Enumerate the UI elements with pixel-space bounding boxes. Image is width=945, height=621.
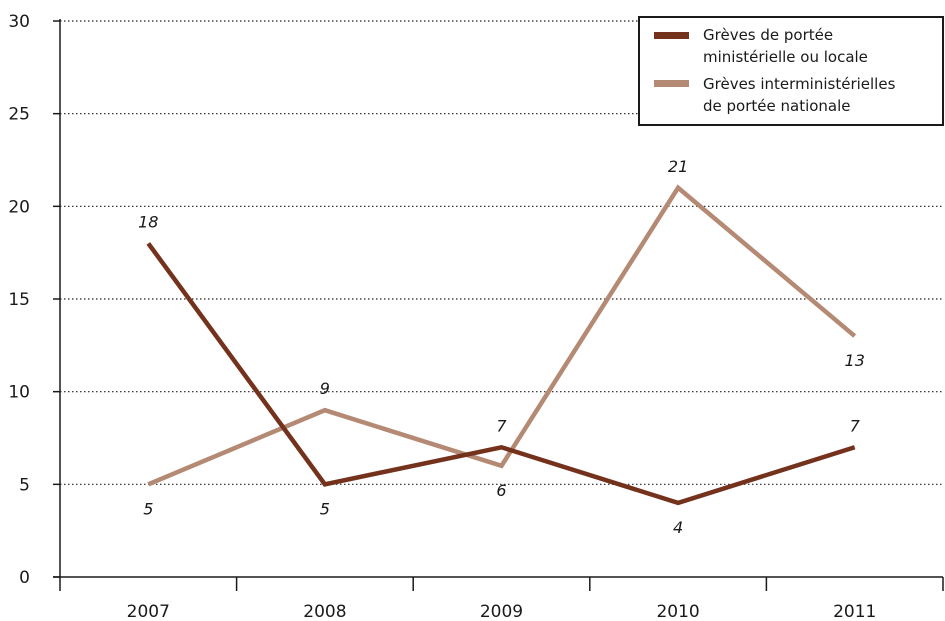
legend-entry-series-1-line-1: Grèves de portée bbox=[703, 26, 833, 44]
gridlines bbox=[60, 20, 943, 485]
x-tick-label-2011: 2011 bbox=[833, 602, 876, 621]
legend-box bbox=[638, 16, 944, 126]
y-tick-label-10: 10 bbox=[8, 383, 30, 403]
legend-swatch-series-1 bbox=[654, 32, 689, 39]
legend: Grèves de portée ministérielle ou locale… bbox=[638, 16, 944, 126]
y-tick-label-25: 25 bbox=[8, 105, 30, 125]
y-tick-label-15: 15 bbox=[8, 290, 30, 310]
data-label-series-2-2010: 21 bbox=[668, 157, 688, 176]
legend-entry-series-2-line-1: Grèves interministérielles bbox=[703, 75, 896, 93]
data-label-series-2-2007: 5 bbox=[143, 499, 153, 518]
data-labels: 18 5 7 4 7 5 9 6 21 13 bbox=[138, 157, 865, 537]
data-label-series-2-2011: 13 bbox=[845, 351, 865, 370]
x-axis-ticks: 2007 2008 2009 2010 2011 bbox=[59, 577, 944, 621]
data-label-series-1-2011: 7 bbox=[850, 416, 861, 435]
legend-entry-series-2-line-2: de portée nationale bbox=[703, 97, 851, 115]
data-label-series-1-2009: 7 bbox=[496, 416, 507, 435]
data-label-series-1-2008: 5 bbox=[320, 499, 330, 518]
legend-swatch-series-2 bbox=[654, 80, 689, 87]
x-tick-label-2008: 2008 bbox=[303, 602, 346, 621]
x-tick-label-2010: 2010 bbox=[656, 602, 699, 621]
x-tick-label-2009: 2009 bbox=[480, 602, 523, 621]
y-tick-label-0: 0 bbox=[19, 568, 30, 588]
data-label-series-2-2009: 6 bbox=[496, 481, 506, 500]
series-lines bbox=[146, 184, 857, 506]
data-label-series-1-2010: 4 bbox=[673, 518, 683, 537]
data-label-series-2-2008: 9 bbox=[320, 379, 330, 398]
data-label-series-1-2007: 18 bbox=[138, 212, 158, 231]
series-line-2 bbox=[147, 184, 857, 487]
series-line-1 bbox=[146, 242, 856, 506]
legend-entry-series-1-line-2: ministérielle ou locale bbox=[703, 48, 868, 66]
y-tick-label-5: 5 bbox=[19, 475, 30, 495]
y-tick-label-30: 30 bbox=[8, 12, 30, 32]
y-tick-label-20: 20 bbox=[8, 197, 30, 217]
y-axis-ticks: 0 5 10 15 20 25 30 bbox=[8, 12, 60, 588]
x-tick-label-2007: 2007 bbox=[127, 602, 170, 621]
